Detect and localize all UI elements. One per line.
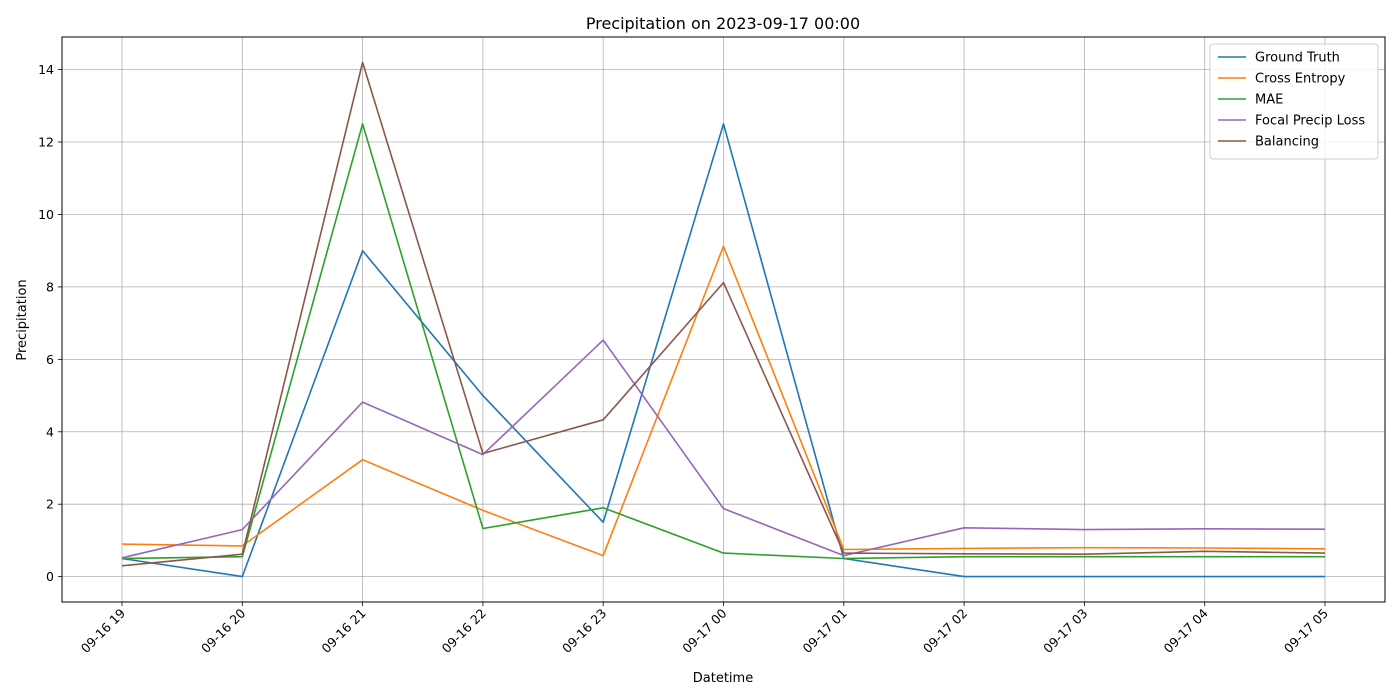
x-tick-label: 09-17 02 <box>920 606 970 656</box>
x-tick-label: 09-17 01 <box>800 606 850 656</box>
y-axis-label: Precipitation <box>15 279 30 360</box>
y-tick-label: 0 <box>46 569 54 584</box>
series-lines <box>121 61 1326 578</box>
y-tick-label: 14 <box>38 62 54 77</box>
x-tick-label: 09-16 21 <box>318 606 368 656</box>
series-line-mae <box>121 123 1325 560</box>
x-tick-label: 09-17 05 <box>1281 606 1331 656</box>
y-tick-label: 10 <box>38 207 54 222</box>
x-tick-label: 09-16 19 <box>78 605 128 655</box>
y-tick-label: 8 <box>46 279 54 294</box>
series-line-ground-truth <box>121 123 1325 578</box>
series-line-balancing <box>121 61 1326 567</box>
y-tick-label: 2 <box>46 497 54 512</box>
x-tick-label: 09-17 00 <box>679 605 729 655</box>
y-tick-label: 4 <box>46 424 54 439</box>
legend-label: Balancing <box>1255 135 1319 150</box>
y-axis-ticks: 0 2 4 6 8 10 12 14 <box>38 62 62 584</box>
chart-title: Precipitation on 2023-09-17 00:00 <box>586 14 860 33</box>
y-tick-label: 6 <box>46 352 54 367</box>
x-axis-ticks: 09-16 19 09-16 20 09-16 21 09-16 22 09-16 23… <box>78 602 1331 656</box>
grid <box>62 37 1385 602</box>
x-tick-label: 09-16 20 <box>198 605 248 655</box>
x-tick-label: 09-17 04 <box>1160 605 1210 655</box>
series-line-focal-precip-loss <box>121 339 1326 559</box>
legend-label: Cross Entropy <box>1255 72 1346 87</box>
series-line-cross-entropy <box>121 245 1326 557</box>
legend-label: Focal Precip Loss <box>1255 114 1365 129</box>
x-tick-label: 09-16 22 <box>439 606 489 656</box>
legend-label: Ground Truth <box>1255 51 1340 66</box>
y-tick-label: 12 <box>38 135 54 150</box>
x-axis-label: Datetime <box>693 671 753 686</box>
legend-label: MAE <box>1255 93 1283 108</box>
x-tick-label: 09-17 03 <box>1040 606 1090 656</box>
legend-box <box>1209 43 1379 160</box>
legend: Ground Truth Cross Entropy MAE Focal Precip… <box>1209 43 1379 160</box>
x-tick-label: 09-16 23 <box>559 606 609 656</box>
